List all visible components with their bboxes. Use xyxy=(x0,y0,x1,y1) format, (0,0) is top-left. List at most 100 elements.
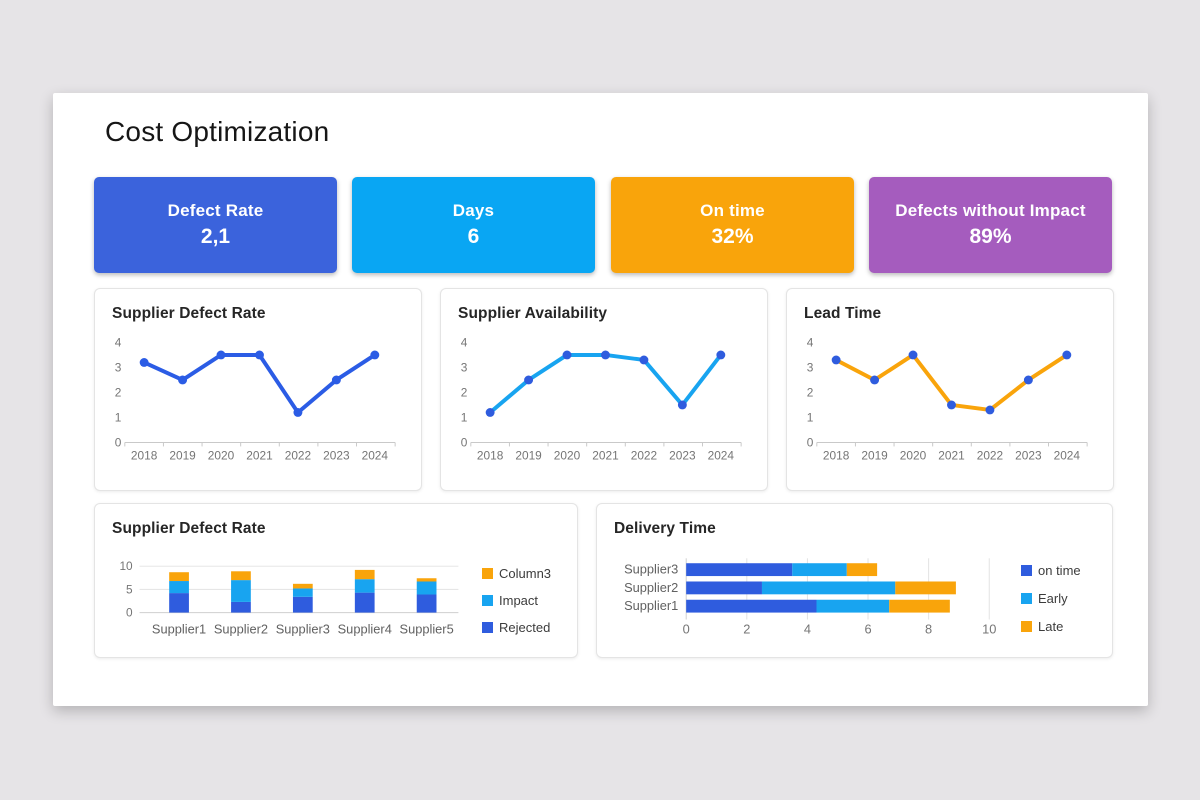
svg-text:10: 10 xyxy=(119,559,133,573)
supplier-defect-rate-columns-card: Supplier Defect Rate 0 5 10 Supplier1 Suppli… xyxy=(94,503,578,658)
kpi-value: 89% xyxy=(969,225,1012,248)
svg-text:4: 4 xyxy=(461,335,468,349)
svg-text:2020: 2020 xyxy=(208,448,235,462)
svg-text:Supplier1: Supplier1 xyxy=(624,598,678,613)
delivery-chart-legend: on time Early Late xyxy=(1021,563,1081,634)
svg-text:1: 1 xyxy=(115,410,122,424)
svg-text:2023: 2023 xyxy=(1015,448,1042,462)
svg-text:2: 2 xyxy=(807,385,814,399)
lead-time-line-card: Lead Time 4 3 2 1 0 2018 2019 2020 2021 2022 2023 2… xyxy=(786,288,1114,491)
kpi-card-defects-without-impact[interactable]: Defects without Impact 89% xyxy=(869,177,1112,273)
kpi-card-on-time[interactable]: On time 32% xyxy=(611,177,854,273)
svg-text:0: 0 xyxy=(115,435,122,449)
svg-text:2019: 2019 xyxy=(515,448,542,462)
legend-swatch-icon xyxy=(482,595,493,606)
svg-text:2018: 2018 xyxy=(131,448,158,462)
supplier-defect-rate-line-card: Supplier Defect Rate 4 3 2 1 0 2018 2019 2020 20… xyxy=(94,288,422,491)
svg-text:0: 0 xyxy=(126,606,133,620)
svg-text:2020: 2020 xyxy=(554,448,581,462)
kpi-label: Days xyxy=(452,201,495,220)
svg-text:1: 1 xyxy=(807,410,814,424)
delivery-time-bar-chart[interactable]: 0 2 4 6 8 10 Supplier3 Supplier2 Supplier1 xyxy=(597,504,1112,657)
svg-text:Supplier1: Supplier1 xyxy=(152,621,206,636)
chart-title: Supplier Defect Rate xyxy=(112,305,266,322)
chart-title: Lead Time xyxy=(804,305,882,322)
legend-swatch-icon xyxy=(1021,565,1032,576)
legend-swatch-icon xyxy=(482,622,493,633)
svg-text:2018: 2018 xyxy=(823,448,850,462)
svg-text:Supplier3: Supplier3 xyxy=(276,621,330,636)
legend-swatch-icon xyxy=(482,568,493,579)
svg-text:2021: 2021 xyxy=(246,448,273,462)
svg-text:8: 8 xyxy=(925,621,932,636)
supplier-availability-line-card: Supplier Availability 4 3 2 1 0 2018 2019 2020 2… xyxy=(440,288,768,491)
chart-title: Delivery Time xyxy=(614,520,716,537)
svg-text:2023: 2023 xyxy=(669,448,696,462)
svg-text:2: 2 xyxy=(743,621,750,636)
legend-label: Early xyxy=(1038,591,1068,606)
svg-text:2020: 2020 xyxy=(900,448,927,462)
svg-text:2024: 2024 xyxy=(362,448,389,462)
kpi-card-days[interactable]: Days 6 xyxy=(352,177,595,273)
svg-text:Supplier4: Supplier4 xyxy=(338,621,392,636)
svg-text:Supplier2: Supplier2 xyxy=(214,621,268,636)
svg-text:2024: 2024 xyxy=(708,448,735,462)
svg-text:2022: 2022 xyxy=(285,448,311,462)
svg-text:5: 5 xyxy=(126,582,133,596)
legend-label: Impact xyxy=(499,593,539,608)
svg-text:10: 10 xyxy=(982,621,996,636)
svg-text:4: 4 xyxy=(807,335,814,349)
svg-text:3: 3 xyxy=(461,360,468,374)
legend-item[interactable]: Early xyxy=(1021,591,1081,606)
svg-text:1: 1 xyxy=(461,410,468,424)
svg-text:4: 4 xyxy=(804,621,811,636)
svg-text:0: 0 xyxy=(461,435,468,449)
svg-text:2019: 2019 xyxy=(169,448,196,462)
column-chart-legend: Column3 Impact Rejected xyxy=(482,566,551,635)
svg-text:Supplier2: Supplier2 xyxy=(624,580,678,595)
svg-text:Supplier3: Supplier3 xyxy=(624,562,678,577)
kpi-value: 2,1 xyxy=(200,225,231,248)
svg-text:2: 2 xyxy=(115,385,122,399)
legend-item[interactable]: on time xyxy=(1021,563,1081,578)
kpi-label: Defects without Impact xyxy=(895,201,1086,220)
svg-text:6: 6 xyxy=(864,621,871,636)
svg-text:Supplier5: Supplier5 xyxy=(400,621,454,636)
svg-text:3: 3 xyxy=(807,360,814,374)
chart-title: Supplier Availability xyxy=(458,305,608,322)
kpi-value: 6 xyxy=(467,225,480,248)
svg-text:2018: 2018 xyxy=(477,448,504,462)
svg-text:0: 0 xyxy=(683,621,690,636)
kpi-label: Defect Rate xyxy=(167,201,264,220)
svg-text:0: 0 xyxy=(807,435,814,449)
legend-item[interactable]: Late xyxy=(1021,619,1081,634)
legend-item[interactable]: Rejected xyxy=(482,620,551,635)
legend-item[interactable]: Column3 xyxy=(482,566,551,581)
page-title: Cost Optimization xyxy=(105,116,330,147)
legend-label: Rejected xyxy=(499,620,551,635)
delivery-time-card: Delivery Time 0 2 4 6 8 10 Supplier3 Supplier2 S… xyxy=(596,503,1113,658)
svg-text:2022: 2022 xyxy=(977,448,1003,462)
legend-label: Column3 xyxy=(499,566,552,581)
chart-title: Supplier Defect Rate xyxy=(112,520,266,537)
svg-text:2021: 2021 xyxy=(592,448,619,462)
svg-text:4: 4 xyxy=(115,335,122,349)
svg-text:2024: 2024 xyxy=(1054,448,1081,462)
supplier-defect-rate-line-chart[interactable]: 4 3 2 1 0 2018 2019 2020 2021 2022 2023 2024 xyxy=(95,289,421,490)
kpi-card-defect-rate[interactable]: Defect Rate 2,1 xyxy=(94,177,337,273)
legend-label: on time xyxy=(1038,563,1081,578)
svg-text:2019: 2019 xyxy=(861,448,888,462)
dashboard-panel: Cost Optimization Defect Rate 2,1 Days 6… xyxy=(53,93,1148,706)
kpi-value: 32% xyxy=(711,225,754,248)
lead-time-line-chart[interactable]: 4 3 2 1 0 2018 2019 2020 2021 2022 2023 2024 xyxy=(787,289,1113,490)
svg-text:2: 2 xyxy=(461,385,468,399)
legend-item[interactable]: Impact xyxy=(482,593,551,608)
svg-text:2022: 2022 xyxy=(631,448,657,462)
legend-swatch-icon xyxy=(1021,621,1032,632)
svg-text:3: 3 xyxy=(115,360,122,374)
supplier-defect-rate-column-chart[interactable]: 0 5 10 Supplier1 Supplier2 Supplier3 Supplier4… xyxy=(95,504,577,657)
legend-label: Late xyxy=(1038,619,1064,634)
svg-text:2023: 2023 xyxy=(323,448,350,462)
supplier-availability-line-chart[interactable]: 4 3 2 1 0 2018 2019 2020 2021 2022 2023 2024 xyxy=(441,289,767,490)
